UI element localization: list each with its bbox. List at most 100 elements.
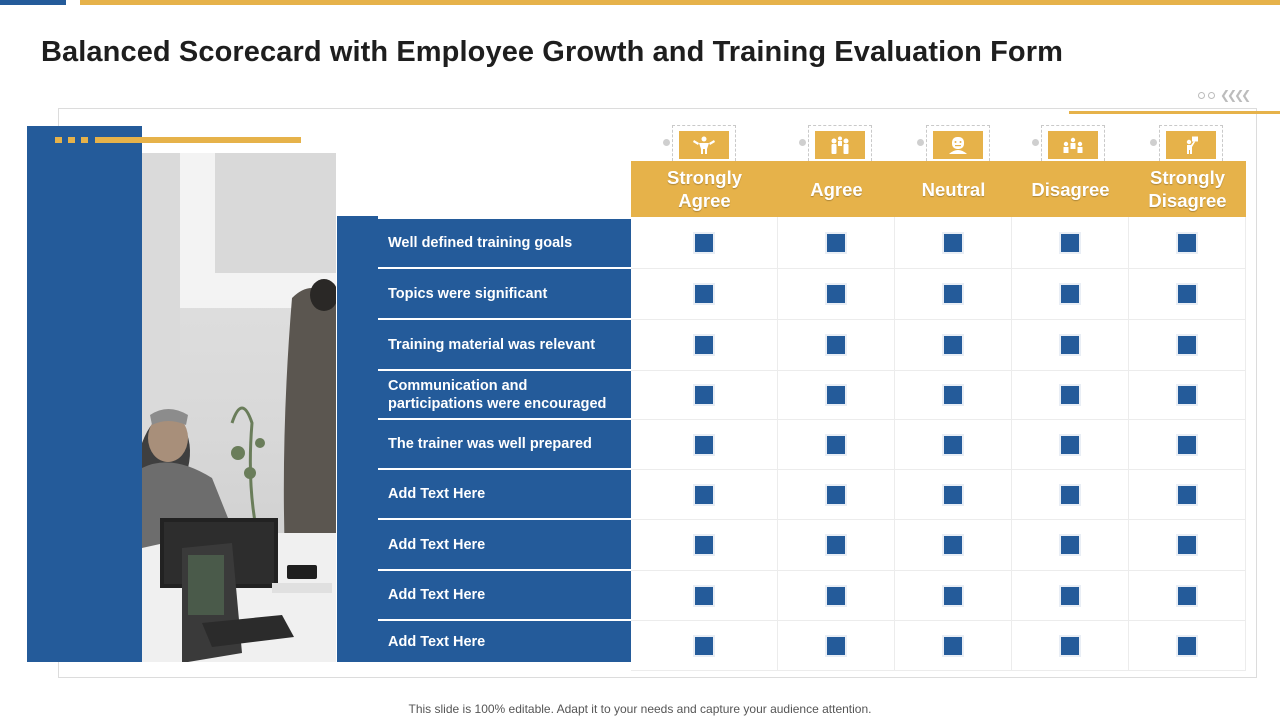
rating-checkbox[interactable] [1061,233,1079,252]
rating-checkbox[interactable] [1061,336,1079,354]
rating-checkbox[interactable] [944,586,962,605]
rating-checkbox[interactable] [944,485,962,504]
icon-holder [1032,125,1105,161]
rating-checkbox[interactable] [1178,285,1196,303]
header-agree: Agree [810,178,863,200]
rating-checkbox[interactable] [695,336,713,354]
rating-cell [631,320,778,371]
gold-square-accent [68,137,75,143]
rating-checkbox[interactable] [1061,536,1079,554]
rating-checkbox[interactable] [1178,386,1196,404]
rating-checkbox[interactable] [695,285,713,303]
rating-cell [631,217,778,269]
strongly-disagree-icon [1186,136,1198,154]
connector-dot-icon [1032,139,1039,146]
team-people-icon [831,136,849,154]
rating-cell [1012,571,1129,621]
gold-square-accent [55,137,62,143]
rating-checkbox[interactable] [1178,485,1196,504]
rating-cell [631,520,778,571]
rating-cell [631,470,778,520]
photo-illustration [142,153,336,662]
slide-footer: This slide is 100% editable. Adapt it to… [408,702,872,716]
rating-checkbox[interactable] [827,285,845,303]
rating-checkbox[interactable] [695,586,713,605]
icon-box [1166,131,1216,159]
rating-checkbox[interactable] [944,386,962,404]
rating-checkbox[interactable] [1061,285,1079,303]
rating-checkbox[interactable] [827,485,845,504]
row-label: The trainer was well prepared [378,420,631,470]
top-accent-gold [80,0,1280,5]
row-label: Communication and participations were enc… [378,371,631,420]
rating-checkbox[interactable] [695,233,713,252]
rating-checkbox[interactable] [827,336,845,354]
rating-checkbox[interactable] [1178,536,1196,554]
icon-box [679,131,729,159]
header-neutral: Neutral [921,178,986,200]
rating-checkbox[interactable] [695,485,713,504]
icon-holder [917,125,990,161]
icon-holder [663,125,736,161]
rating-checkbox[interactable] [1178,233,1196,252]
connector-dot-icon [1150,139,1157,146]
rating-checkbox[interactable] [1061,386,1079,404]
header-strongly-disagree: Strongly Disagree [1148,167,1227,211]
icon-holder [1150,125,1223,161]
rating-cell [778,420,895,470]
rating-checkbox[interactable] [1178,336,1196,354]
rating-checkbox[interactable] [695,536,713,554]
slide-title: Balanced Scorecard with Employee Growth … [41,36,1064,68]
rating-checkbox[interactable] [1178,586,1196,605]
rating-cell [895,520,1012,571]
rating-cell [1129,320,1246,371]
decorative-dots: ❮❮❮❮ [1198,88,1251,102]
rating-cell [1012,470,1129,520]
rating-checkbox[interactable] [827,636,845,655]
rating-checkbox[interactable] [944,336,962,354]
gold-square-accent [81,137,88,143]
rating-checkbox[interactable] [1178,435,1196,454]
rating-checkbox[interactable] [827,386,845,404]
rating-cell [778,520,895,571]
rating-checkbox[interactable] [827,536,845,554]
rating-cell [895,371,1012,420]
rating-checkbox[interactable] [944,285,962,303]
rating-checkbox[interactable] [1178,636,1196,655]
deco-chevrons-icon: ❮❮❮❮ [1220,88,1251,102]
rating-cell [1012,269,1129,320]
rating-checkbox[interactable] [944,233,962,252]
rating-checkbox[interactable] [944,435,962,454]
gold-bar-accent [95,137,301,143]
row-label: Add Text Here [378,571,631,621]
rating-checkbox[interactable] [827,435,845,454]
rating-cell [895,217,1012,269]
rating-cell [778,371,895,420]
rating-checkbox[interactable] [1061,636,1079,655]
rating-checkbox[interactable] [1061,586,1079,605]
rating-cell [1129,470,1246,520]
rating-cell [631,420,778,470]
rating-checkbox[interactable] [944,536,962,554]
rating-checkbox[interactable] [1061,435,1079,454]
blue-side-column [337,216,378,662]
row-label: Topics were significant [378,269,631,320]
icon-box [1048,131,1098,159]
rating-checkbox[interactable] [827,586,845,605]
rating-checkbox[interactable] [1061,485,1079,504]
row-label: Add Text Here [378,470,631,520]
header-disagree: Disagree [1031,178,1110,200]
rating-checkbox[interactable] [695,386,713,404]
row-label: Add Text Here [378,520,631,571]
deco-circle-icon [1198,92,1205,99]
rating-checkbox[interactable] [944,636,962,655]
rating-checkbox[interactable] [827,233,845,252]
rating-cell [1129,621,1246,671]
header-strongly-agree: Strongly Agree [666,167,743,211]
rating-checkbox[interactable] [695,636,713,655]
neutral-face-icon [949,137,967,154]
rating-checkbox[interactable] [695,435,713,454]
rating-cell [778,621,895,671]
decorative-gold-line [1069,111,1280,114]
rating-cell [895,320,1012,371]
